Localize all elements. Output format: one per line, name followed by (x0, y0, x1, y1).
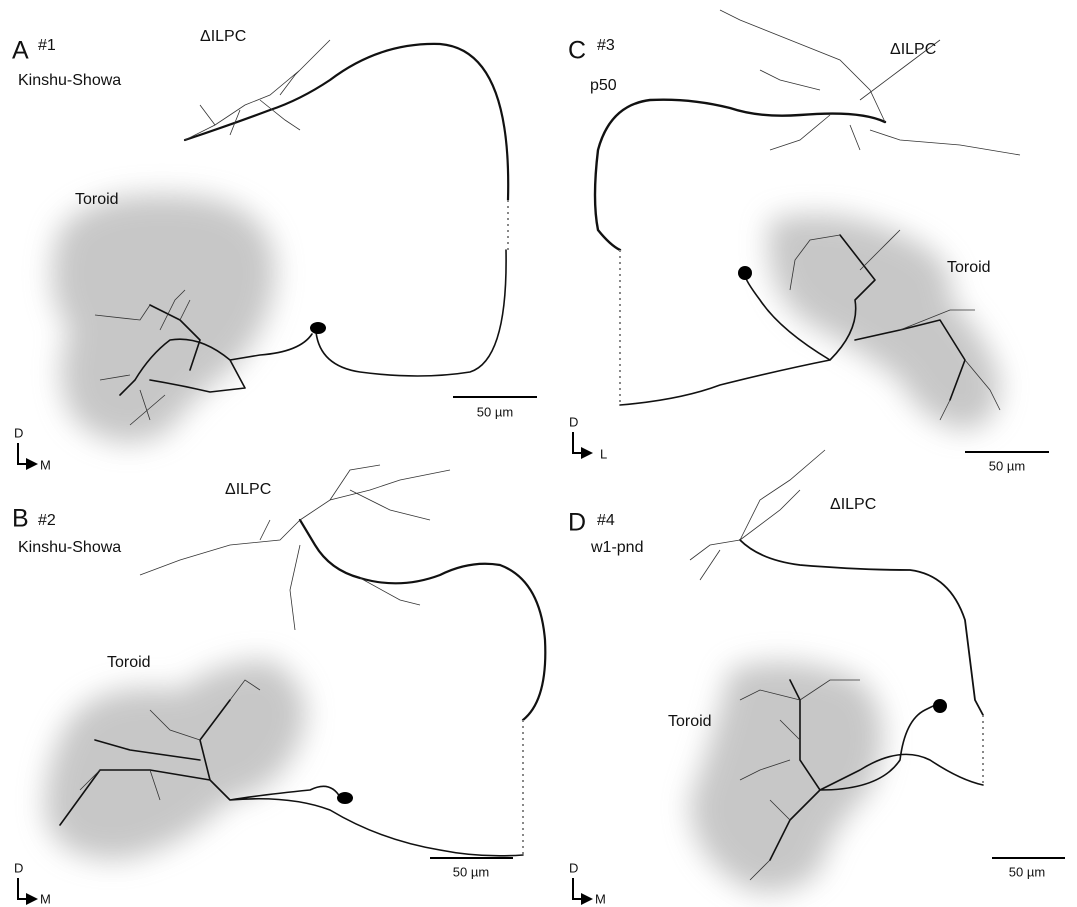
neuron-axon (300, 520, 545, 720)
toroid-region (52, 194, 275, 442)
toroid-region (45, 660, 306, 860)
soma (933, 699, 947, 713)
axis-dorsal: D (14, 860, 23, 875)
toroid-label: Toroid (947, 259, 991, 276)
axis-horizontal: M (595, 891, 606, 906)
region-label: ΔILPC (890, 41, 936, 58)
axis-horizontal: M (40, 891, 51, 906)
region-label: ΔILPC (200, 28, 246, 45)
axis-dorsal: D (569, 860, 578, 875)
strain: w1-pnd (590, 539, 643, 556)
panel-letter: D (568, 509, 586, 537)
region-label: ΔILPC (225, 481, 271, 498)
axis-horizontal: M (40, 457, 51, 472)
strain: Kinshu-Showa (18, 539, 121, 556)
figure: A #1 Kinshu-Showa ΔILPC Toroid 50 µm D M… (0, 0, 1077, 907)
strain: Kinshu-Showa (18, 72, 121, 89)
neuron-axon (316, 250, 506, 376)
axis-arrows (18, 443, 36, 464)
scale-label: 50 µm (453, 864, 489, 879)
strain: p50 (590, 77, 617, 94)
toroid-region (769, 214, 1000, 430)
panel-b: B #2 Kinshu-Showa ΔILPC Toroid 50 µm D M (12, 465, 545, 906)
panel-c: C #3 p50 ΔILPC Toroid 50 µm D L (568, 10, 1049, 473)
soma (337, 792, 353, 804)
region-label: ΔILPC (830, 496, 876, 513)
panel-a: A #1 Kinshu-Showa ΔILPC Toroid 50 µm D M (12, 28, 537, 472)
scale-label: 50 µm (989, 458, 1025, 473)
axis-arrows (573, 878, 591, 899)
fish-id: #2 (38, 512, 56, 529)
fish-id: #3 (597, 37, 615, 54)
toroid-label: Toroid (75, 191, 119, 208)
panel-letter: B (12, 505, 29, 533)
axis-arrows (573, 432, 591, 453)
toroid-label: Toroid (668, 713, 712, 730)
axis-horizontal: L (600, 446, 607, 461)
panel-d: D #4 w1-pnd ΔILPC Toroid 50 µm D M (568, 450, 1065, 906)
soma (738, 266, 752, 280)
axis-dorsal: D (14, 425, 23, 440)
scale-label: 50 µm (1009, 864, 1045, 879)
panel-letter: C (568, 37, 586, 65)
fish-id: #4 (597, 512, 615, 529)
scale-label: 50 µm (477, 404, 513, 419)
panel-letter: A (12, 37, 29, 65)
axis-arrows (18, 878, 36, 899)
axis-dorsal: D (569, 414, 578, 429)
soma (310, 322, 326, 334)
fish-id: #1 (38, 37, 56, 54)
toroid-label: Toroid (107, 654, 151, 671)
neuron-axon (185, 44, 508, 200)
